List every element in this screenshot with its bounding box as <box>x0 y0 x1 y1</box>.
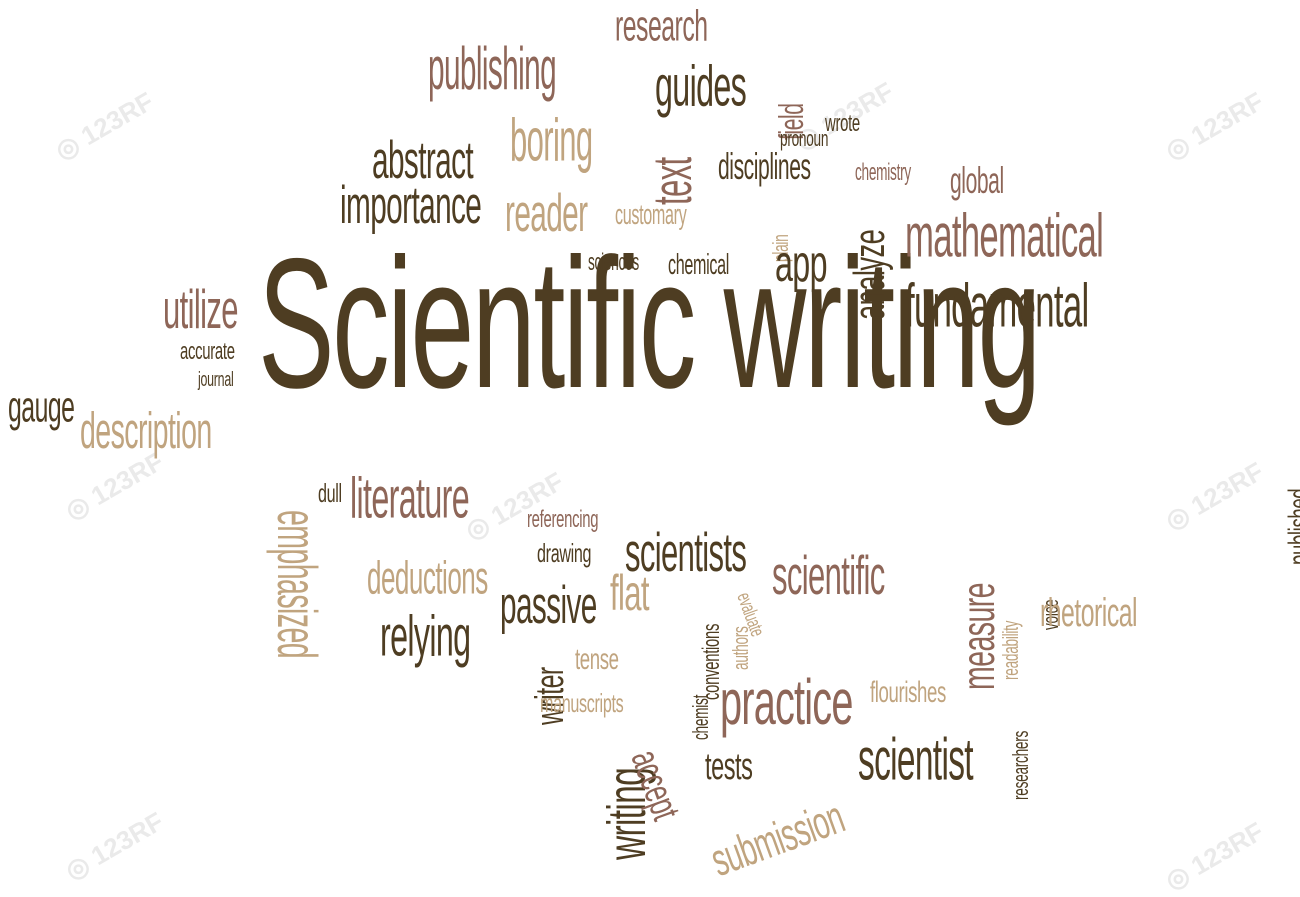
word-drawing: drawing <box>537 538 592 568</box>
watermark: ◎ 123RF <box>1160 456 1269 537</box>
word-boring: boring <box>510 106 593 174</box>
word-accurate: accurate <box>180 338 235 365</box>
watermark: ◎ 123RF <box>1160 816 1269 897</box>
watermark-text: 123RF <box>85 806 169 872</box>
word-flat: flat <box>610 565 649 621</box>
word-analyze: analyze <box>845 229 894 320</box>
word-practice: practice <box>720 666 853 738</box>
word-scientist: scientist <box>858 726 974 793</box>
word-gauge: gauge <box>8 382 75 432</box>
word-customary: customary <box>615 197 687 231</box>
watermark-text: 123RF <box>1185 816 1269 882</box>
word-dull: dull <box>318 478 342 508</box>
watermark: ◎ 123RF <box>1160 86 1269 167</box>
word-published: published <box>1283 488 1300 565</box>
word-tests: tests <box>705 746 753 788</box>
word-manuscripts: manuscripts <box>540 688 624 718</box>
watermark: ◎ 123RF <box>50 86 159 167</box>
word-wrote: wrote <box>825 110 860 137</box>
watermark-text: 123RF <box>1185 456 1269 522</box>
word-guides: guides <box>655 54 747 119</box>
word-app: app <box>775 235 827 293</box>
word-importance: importance <box>340 176 482 235</box>
word-reader: reader <box>505 184 588 243</box>
word-utilize: utilize <box>163 278 239 341</box>
word-pronoun: pronoun <box>780 126 829 151</box>
word-scientific: scientific <box>772 544 885 607</box>
word-chemist: chemist <box>688 694 713 740</box>
word-rhetorical: rhetorical <box>1040 591 1138 635</box>
word-measure: measure <box>952 583 1004 690</box>
word-description: description <box>80 401 212 459</box>
word-submission: submission <box>703 790 851 887</box>
word-publishing: publishing <box>428 36 557 103</box>
word-sciences: sciences <box>588 247 639 276</box>
word-tense: tense <box>575 643 619 676</box>
word-research: research <box>615 1 708 51</box>
word-researchers: researchers <box>1008 730 1033 800</box>
word-journal: journal <box>198 369 234 391</box>
word-relying: relying <box>380 604 471 669</box>
word-fundamental: fundamental <box>905 270 1089 340</box>
word-referencing: referencing <box>527 506 599 533</box>
word-readability: readability <box>998 620 1023 680</box>
word-chemistry: chemistry <box>855 157 911 186</box>
watermark-text: 123RF <box>1185 86 1269 152</box>
word-disciplines: disciplines <box>718 145 811 188</box>
word-mathematical: mathematical <box>905 200 1104 270</box>
word-flourishes: flourishes <box>870 676 946 709</box>
word-abstract: abstract <box>372 131 474 190</box>
watermark: ◎ 123RF <box>60 806 169 887</box>
word-deductions: deductions <box>367 551 488 604</box>
word-literature: literature <box>350 466 470 531</box>
word-scientists: scientists <box>625 521 747 584</box>
word-scientific-writing: Scientific writing <box>258 221 1041 427</box>
word-global: global <box>950 159 1004 202</box>
word-chemical: chemical <box>668 247 730 281</box>
word-emphasized: emphasized <box>266 510 329 659</box>
word-passive: passive <box>500 576 597 635</box>
watermark-text: 123RF <box>75 86 159 152</box>
